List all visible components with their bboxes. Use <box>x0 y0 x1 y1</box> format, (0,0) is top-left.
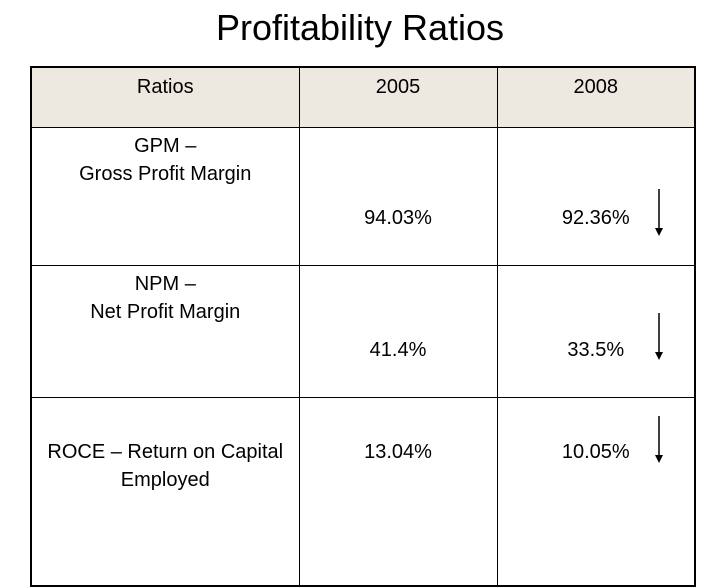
down-arrow-icon <box>655 313 663 360</box>
ratio-name-cell: GPM – Gross Profit Margin <box>30 127 300 266</box>
ratio-full-name: Net Profit Margin <box>90 301 241 323</box>
value-2008-cell: 33.5% <box>496 265 696 398</box>
ratio-full-name: Employed <box>120 469 210 491</box>
ratio-name-cell: ROCE – Return on Capital Employed <box>30 397 300 587</box>
ratio-name-cell: NPM – Net Profit Margin <box>30 265 300 398</box>
table-row-gpm: GPM – Gross Profit Margin 94.03% 92.36% <box>30 127 696 266</box>
value-2005: 94.03% <box>364 207 432 229</box>
value-2008-cell: 92.36% <box>496 127 696 266</box>
value-2005: 41.4% <box>369 339 427 361</box>
table-row-roce: ROCE – Return on Capital Employed 13.04%… <box>30 397 696 587</box>
ratio-abbrev: NPM – <box>134 273 196 295</box>
header-2008: 2008 <box>496 66 696 128</box>
header-ratios: Ratios <box>30 66 300 128</box>
profitability-ratios-table: Ratios 2005 2008 GPM – Gross Profit Marg… <box>30 66 696 587</box>
slide-title: Profitability Ratios <box>215 7 505 48</box>
value-2008: 33.5% <box>567 339 625 361</box>
table-header-row: Ratios 2005 2008 <box>30 66 696 128</box>
down-arrow-icon <box>655 189 663 236</box>
ratio-abbrev: ROCE – Return on Capital <box>47 441 284 463</box>
table-row-npm: NPM – Net Profit Margin 41.4% 33.5% <box>30 265 696 398</box>
ratio-abbrev: GPM – <box>134 135 197 157</box>
value-2005: 13.04% <box>364 441 432 463</box>
ratio-full-name: Gross Profit Margin <box>79 163 252 185</box>
down-arrow-icon <box>655 416 663 463</box>
value-2005-cell: 41.4% <box>298 265 498 398</box>
header-2005: 2005 <box>298 66 498 128</box>
value-2008: 92.36% <box>561 207 630 229</box>
value-2008-cell: 10.05% <box>496 397 696 587</box>
value-2008: 10.05% <box>561 441 630 463</box>
value-2005-cell: 94.03% <box>298 127 498 266</box>
value-2005-cell: 13.04% <box>298 397 498 587</box>
